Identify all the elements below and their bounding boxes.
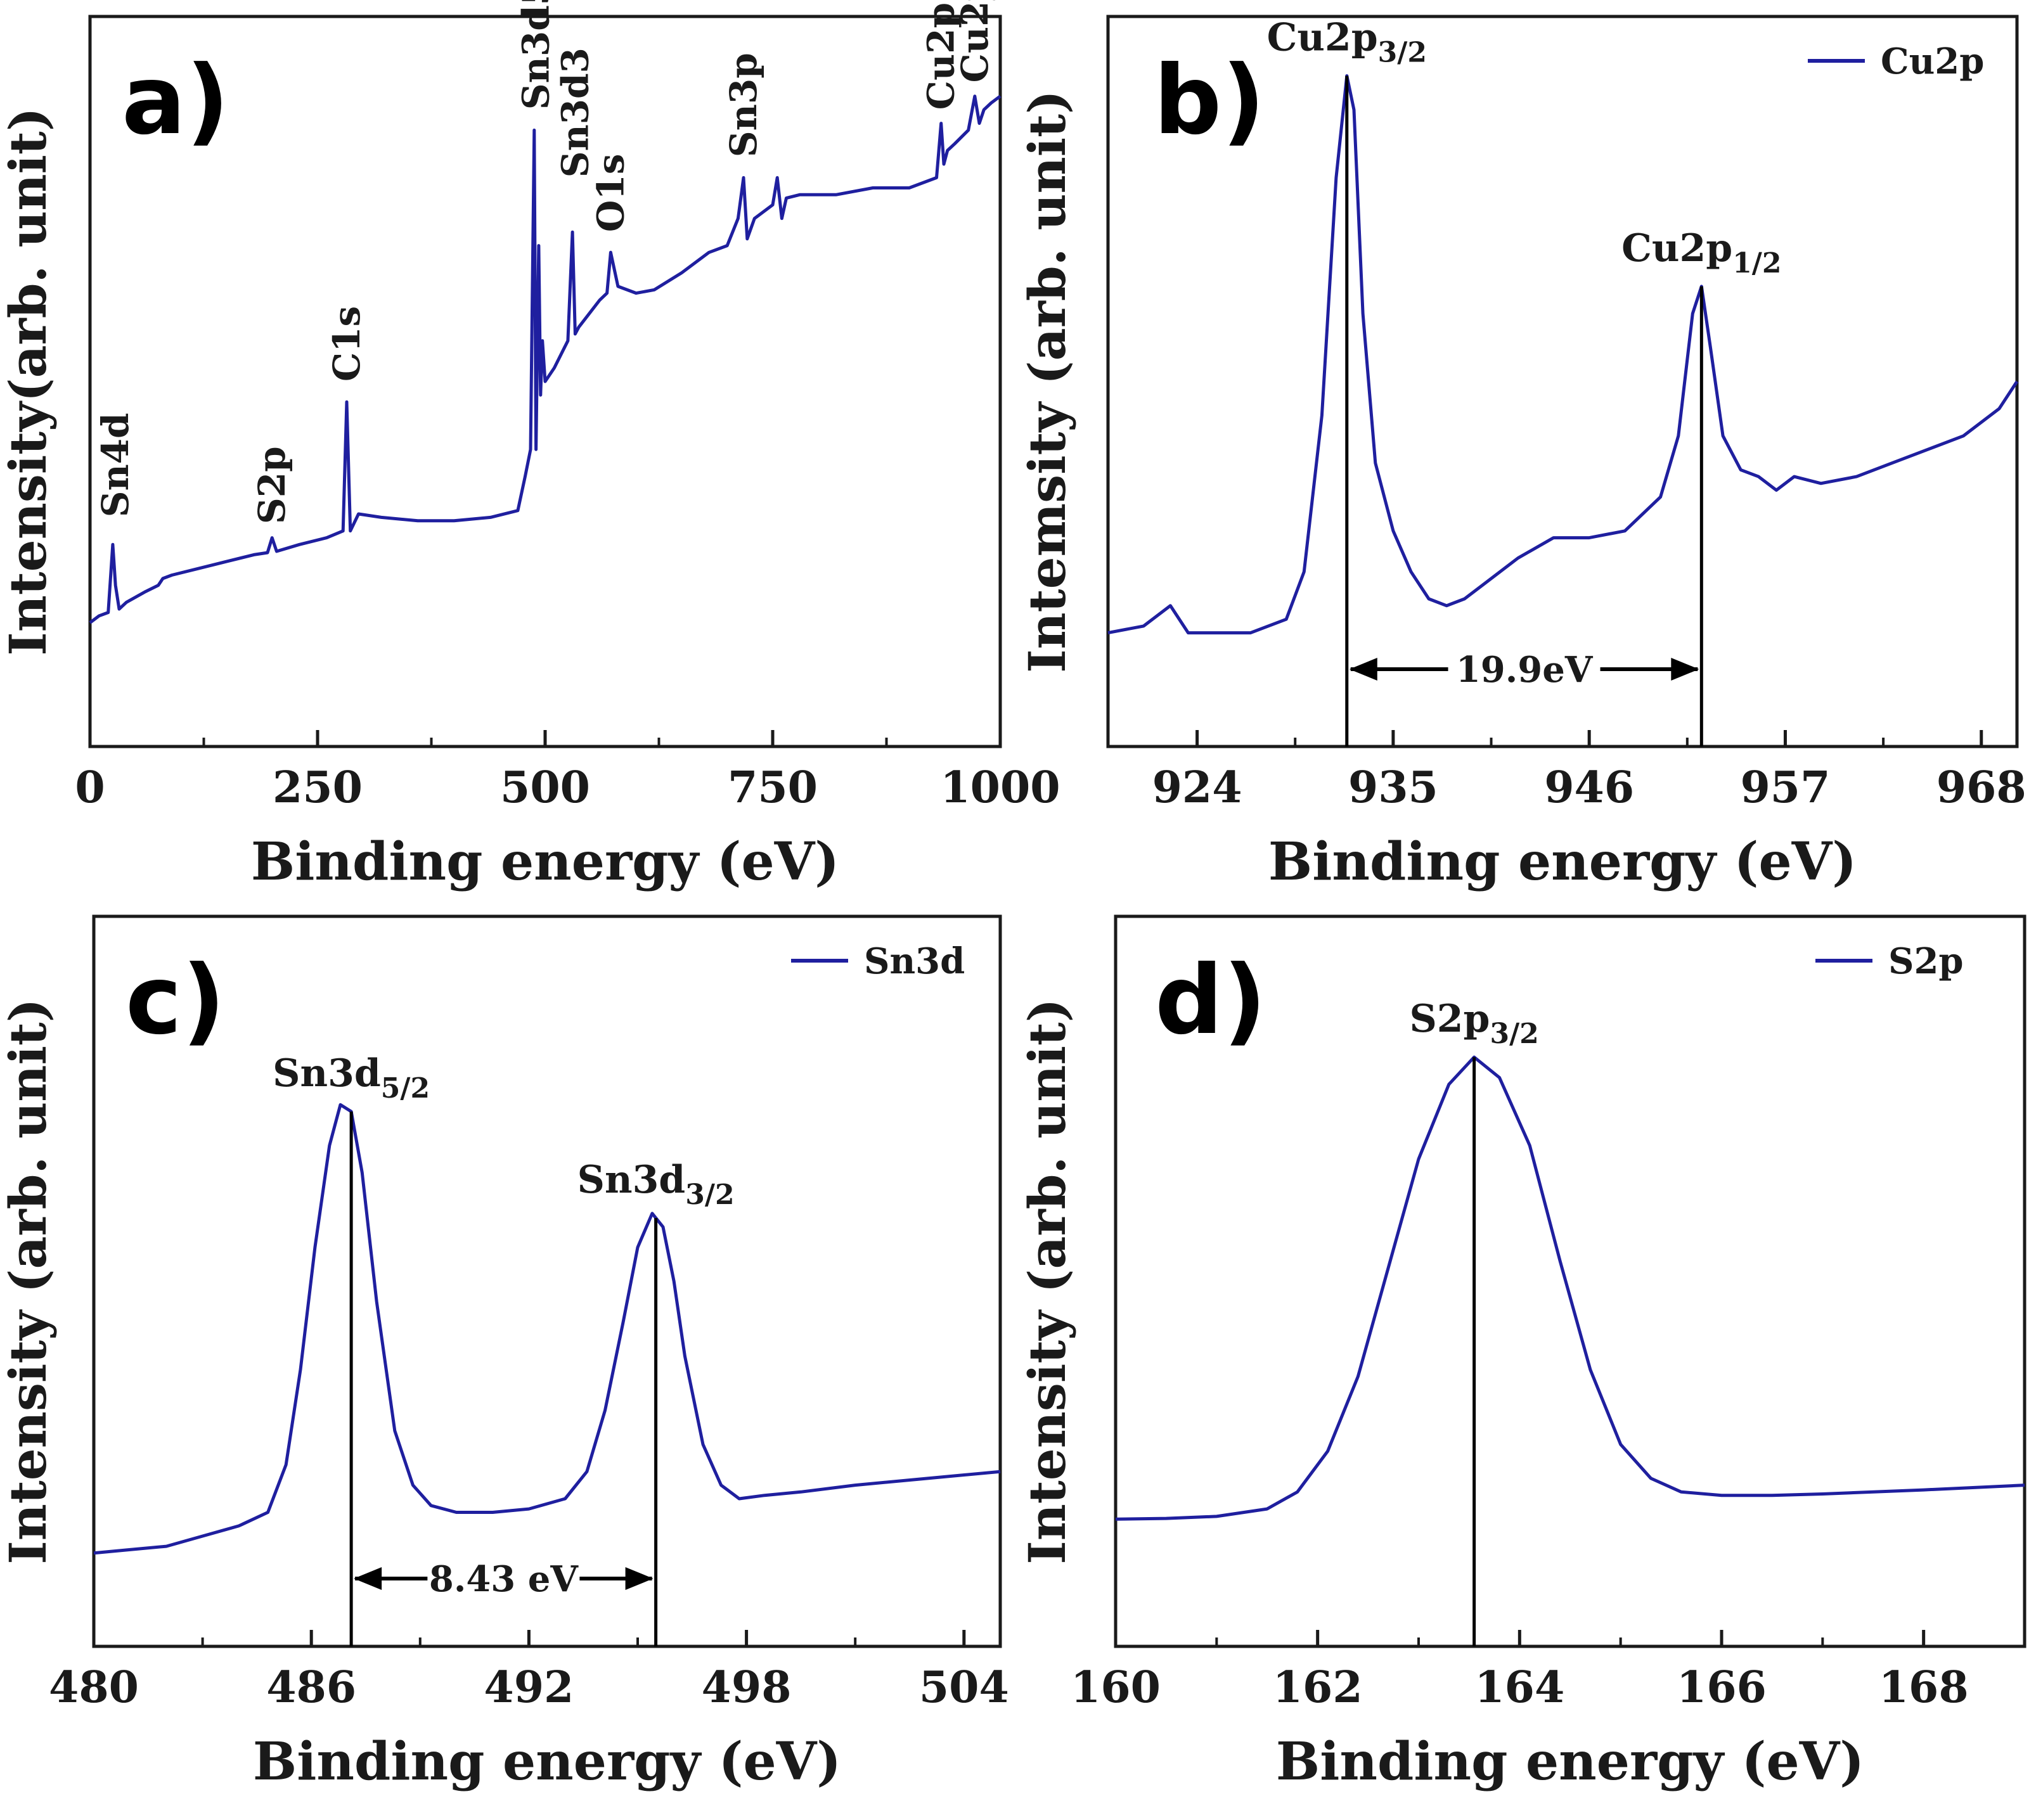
panel-a: 0 250 500 750 1000 Binding energy (eV) Intensi…	[0, 0, 1060, 892]
separation-label: 19.9eV	[1456, 649, 1594, 691]
peak-label: Sn3d3	[553, 48, 596, 177]
panel-label: d)	[1155, 945, 1266, 1056]
x-tick-label: 160	[1071, 1662, 1161, 1713]
x-tick-label: 162	[1273, 1662, 1363, 1713]
x-tick-label: 492	[484, 1662, 574, 1713]
x-tick-label: 935	[1348, 762, 1438, 813]
plot-frame	[1114, 914, 2026, 1648]
plot-frame	[92, 914, 1002, 1648]
peak-label: Sn4d	[94, 413, 137, 517]
series-line-d	[1115, 1055, 2025, 1521]
x-tick-label: 750	[728, 762, 818, 813]
peak-label: C1s	[325, 306, 368, 381]
x-tick-label: 168	[1879, 1662, 1969, 1713]
panel-d: 160 162 164 166 168 Binding energy (eV) Intens…	[1017, 914, 2026, 1792]
series-line-a	[89, 94, 1002, 624]
series-line-b	[1107, 74, 2019, 635]
x-tick-label: 924	[1152, 762, 1242, 813]
peak-label: Sn3d5	[515, 0, 558, 110]
legend-label: Cu2p	[1881, 41, 1984, 82]
peak-label: O1s	[589, 154, 632, 233]
peak-label: S2p3/2	[1409, 997, 1538, 1050]
x-tick-label: 250	[273, 762, 363, 813]
peak-label: Sn3d5/2	[273, 1051, 430, 1105]
peak-label: Cu2p1	[953, 0, 996, 82]
peak-label: Sn3d3/2	[577, 1158, 735, 1211]
x-axis-title: Binding energy (eV)	[253, 1731, 841, 1792]
x-tick-label: 946	[1544, 762, 1634, 813]
panel-label: a)	[122, 46, 229, 156]
separation-label: 8.43 eV	[429, 1558, 579, 1600]
x-tick-label: 0	[75, 762, 105, 813]
y-axis-title: Intensity(arb. unit)	[0, 107, 58, 655]
x-tick-label: 500	[500, 762, 590, 813]
peak-label: Cu2p1/2	[1621, 226, 1781, 279]
panel-c: 480 486 492 498 504 Binding energy (eV) Intens…	[0, 914, 1009, 1792]
x-axis-title: Binding energy (eV)	[251, 831, 839, 892]
arrowhead-left	[1349, 658, 1377, 681]
x-axis-title: Binding energy (eV)	[1276, 1731, 1864, 1792]
legend-label: S2p	[1888, 940, 1964, 982]
panel-label: c)	[126, 945, 225, 1056]
arrowhead-right	[1671, 658, 1699, 681]
y-axis-title: Intensity (arb. unit)	[1017, 998, 1077, 1564]
panel-b: 924 935 946 957 968 Binding energy (eV) Intems…	[1017, 15, 2026, 892]
peak-label: Cu2p3/2	[1267, 16, 1427, 69]
series-line-c	[93, 1103, 1001, 1555]
peak-label: Sn3p	[722, 53, 765, 157]
x-tick-label: 486	[266, 1662, 356, 1713]
x-tick-label: 968	[1936, 762, 2026, 813]
x-tick-label: 480	[49, 1662, 139, 1713]
y-axis-title: Intemsity (arb. unit)	[1017, 90, 1077, 673]
x-tick-label: 957	[1740, 762, 1830, 813]
arrowhead-left	[354, 1567, 382, 1590]
x-tick-label: 164	[1474, 1662, 1564, 1713]
arrowhead-right	[625, 1567, 654, 1590]
x-tick-label: 498	[702, 1662, 792, 1713]
peak-label: S2p	[250, 446, 293, 524]
x-tick-label: 166	[1677, 1662, 1767, 1713]
x-tick-label: 1000	[940, 762, 1060, 813]
legend-label: Sn3d	[864, 940, 965, 982]
peak-label: Cu2p3	[920, 0, 963, 110]
x-tick-label: 504	[919, 1662, 1009, 1713]
y-axis-title: Intensity (arb. unit)	[0, 998, 58, 1564]
x-axis-title: Binding energy (eV)	[1268, 831, 1857, 892]
panel-label: b)	[1154, 46, 1265, 156]
